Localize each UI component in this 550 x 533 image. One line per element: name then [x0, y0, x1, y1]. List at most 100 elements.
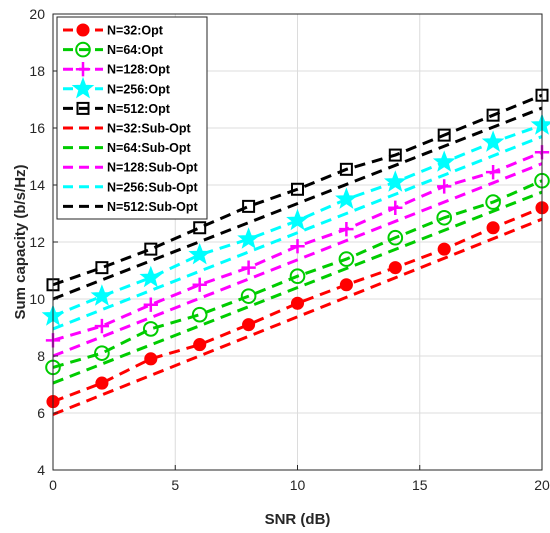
series-line — [52, 190, 543, 385]
series-n-512-sub-opt — [52, 106, 543, 301]
data-point-marker — [437, 242, 451, 256]
data-point-marker — [289, 268, 306, 285]
y-tick-label: 10 — [29, 291, 45, 307]
data-point-marker — [242, 199, 256, 213]
data-point-marker — [338, 251, 355, 267]
data-point-marker — [237, 227, 260, 249]
y-tick-label: 14 — [29, 177, 45, 193]
data-point-marker — [144, 352, 158, 366]
data-point-marker — [486, 108, 500, 122]
legend-item: N=512:Sub-Opt — [63, 200, 198, 214]
x-axis-ticks: 0 5 10 15 20 — [49, 465, 550, 493]
data-point-marker — [192, 277, 207, 292]
series-line — [52, 217, 543, 416]
series-n-64-sub-opt — [52, 190, 543, 385]
y-tick-label: 12 — [29, 234, 45, 250]
data-point-marker — [193, 221, 207, 235]
data-point-marker — [75, 62, 91, 77]
y-axis-label: Sum capacity (b/s/Hz) — [12, 164, 29, 319]
legend-label: N=512:Sub-Opt — [107, 200, 198, 214]
data-point-marker — [339, 278, 353, 292]
data-point-marker — [139, 265, 163, 288]
x-tick-label: 20 — [534, 477, 550, 493]
data-point-marker — [290, 296, 305, 310]
legend-label: N=256:Sub-Opt — [107, 180, 198, 194]
series-n-128-sub-opt — [52, 162, 543, 358]
x-tick-label: 5 — [171, 477, 179, 493]
legend-item: N=256:Opt — [63, 76, 171, 99]
data-point-marker — [432, 150, 456, 172]
data-point-marker — [291, 182, 304, 196]
x-axis-label: SNR (dB) — [265, 511, 331, 528]
data-point-marker — [437, 179, 452, 194]
legend-item: N=128:Sub-Opt — [63, 161, 198, 175]
data-point-marker — [142, 321, 159, 337]
y-tick-label: 20 — [29, 6, 45, 22]
series-n-32-sub-opt — [52, 217, 543, 416]
legend-label: N=128:Sub-Opt — [107, 161, 198, 175]
data-point-marker — [486, 221, 500, 235]
legend-label: N=256:Opt — [107, 82, 171, 96]
data-point-marker — [191, 306, 208, 323]
legend-item: N=64:Sub-Opt — [63, 141, 192, 155]
data-point-marker — [240, 288, 257, 304]
data-point-marker — [94, 318, 110, 334]
y-axis-ticks: 4 6 8 10 12 14 16 18 20 — [29, 6, 58, 478]
legend-label: N=512:Opt — [107, 102, 171, 116]
data-point-marker — [437, 128, 451, 142]
legend-item: N=32:Sub-Opt — [63, 122, 192, 136]
data-point-marker — [387, 229, 404, 246]
data-point-marker — [384, 170, 407, 192]
data-point-marker — [76, 101, 90, 115]
legend-label: N=32:Opt — [107, 24, 164, 38]
data-point-marker — [75, 41, 91, 58]
y-tick-label: 18 — [29, 63, 45, 79]
legend: N=32:Opt N=64:Opt N=128:Opt N=256:Opt N=512:… — [56, 16, 208, 220]
data-point-marker — [485, 165, 501, 180]
x-tick-label: 10 — [290, 477, 306, 493]
data-point-marker — [90, 284, 114, 306]
legend-label: N=64:Opt — [107, 43, 164, 57]
series-n-256-sub-opt — [52, 135, 543, 331]
data-point-marker — [335, 187, 358, 209]
legend-label: N=128:Opt — [107, 63, 171, 77]
data-point-marker — [241, 260, 256, 275]
data-point-marker — [95, 261, 109, 275]
x-tick-label: 15 — [412, 477, 428, 493]
series-line — [52, 179, 543, 369]
data-point-marker — [436, 209, 453, 226]
data-point-marker — [388, 200, 403, 215]
y-tick-label: 16 — [29, 120, 45, 136]
legend-label: N=64:Sub-Opt — [107, 141, 192, 155]
data-point-marker — [71, 76, 95, 99]
legend-item: N=128:Opt — [63, 62, 171, 77]
legend-item: N=256:Sub-Opt — [63, 180, 198, 194]
y-tick-label: 6 — [37, 405, 45, 421]
series-line — [52, 106, 543, 301]
legend-label: N=32:Sub-Opt — [107, 122, 192, 136]
data-point-marker — [388, 148, 402, 162]
data-point-marker — [193, 338, 207, 352]
legend-item: N=32:Opt — [63, 23, 164, 38]
data-point-marker — [95, 376, 109, 390]
data-point-marker — [481, 130, 505, 152]
series-line — [52, 162, 543, 358]
data-point-marker — [485, 194, 501, 210]
data-point-marker — [188, 242, 211, 265]
data-point-marker — [290, 239, 305, 254]
data-point-marker — [286, 208, 309, 231]
data-point-marker — [339, 222, 354, 237]
data-point-marker — [339, 162, 353, 176]
data-point-marker — [144, 242, 158, 256]
y-tick-label: 4 — [37, 462, 45, 478]
data-point-marker — [143, 297, 158, 312]
data-point-marker — [76, 23, 90, 37]
data-point-marker — [388, 261, 402, 275]
series-line — [52, 93, 543, 287]
series-line — [52, 135, 543, 331]
legend-item: N=512:Opt — [63, 101, 171, 116]
series-n-128-opt — [45, 145, 550, 348]
data-point-marker — [94, 345, 110, 361]
y-tick-label: 8 — [37, 348, 45, 364]
series-line — [52, 206, 543, 404]
